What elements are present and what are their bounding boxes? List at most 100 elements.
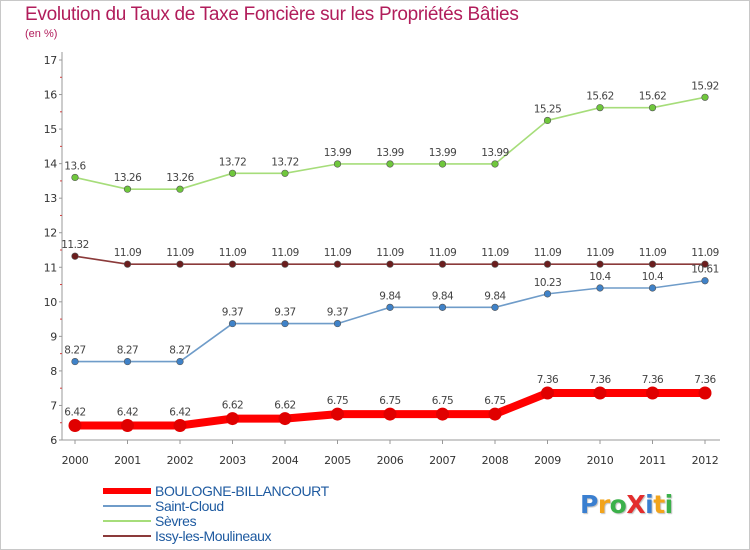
legend-swatch-boulogne [103, 488, 151, 494]
data-point [491, 260, 499, 268]
legend-swatch-saint-cloud [103, 505, 151, 507]
logo-letter: o [609, 490, 627, 519]
data-point [648, 104, 657, 112]
y-tick-label: 8 [50, 365, 57, 378]
data-label: 11.09 [481, 247, 509, 259]
data-point [226, 412, 239, 426]
y-tick-label: 12 [44, 227, 57, 240]
y-tick-label: 11 [44, 261, 57, 274]
data-point [491, 160, 499, 168]
data-label: 10.4 [642, 271, 664, 283]
data-point [386, 160, 394, 168]
data-point [593, 386, 607, 400]
data-label: 11.09 [376, 247, 404, 259]
data-point [71, 173, 79, 182]
data-point [123, 185, 132, 193]
data-point [438, 160, 447, 168]
x-tick-label: 2004 [272, 454, 299, 467]
data-label: 13.99 [481, 147, 509, 159]
data-label: 11.09 [639, 247, 667, 259]
data-point [176, 260, 184, 268]
data-label: 11.09 [691, 247, 719, 259]
proxiti-logo: ProXiti [580, 490, 673, 519]
data-point [543, 116, 552, 125]
legend-label-boulogne: BOULOGNE-BILLANCOURT [155, 483, 329, 499]
x-tick-label: 2000 [62, 454, 89, 467]
data-label: 13.99 [324, 147, 352, 159]
data-point [698, 386, 712, 400]
data-point [701, 93, 709, 101]
data-label: 8.27 [117, 345, 138, 357]
data-point [228, 319, 237, 328]
data-point [281, 260, 289, 268]
y-tick-label: 13 [44, 192, 58, 205]
data-label: 11.09 [534, 247, 562, 259]
y-tick-label: 17 [44, 54, 58, 67]
data-label: 6.75 [484, 395, 505, 407]
data-label: 13.72 [271, 156, 299, 168]
data-point [386, 260, 394, 268]
data-label: 13.6 [64, 160, 86, 172]
legend-label-issy: Issy-les-Moulineaux [155, 528, 272, 544]
data-label: 11.09 [271, 247, 299, 259]
x-tick-label: 2009 [534, 454, 561, 467]
data-label: 15.92 [691, 80, 719, 92]
x-tick-label: 2010 [587, 454, 614, 467]
data-point [648, 260, 657, 268]
data-point [438, 303, 447, 311]
x-tick-label: 2005 [324, 454, 351, 467]
data-point [438, 260, 447, 268]
data-point [596, 104, 604, 112]
chart-title: Evolution du Taux de Taxe Foncière sur l… [25, 4, 519, 25]
data-point [68, 418, 82, 432]
legend-label-sevres: Sèvres [155, 513, 197, 529]
data-label: 6.42 [117, 406, 138, 418]
data-point [383, 407, 397, 421]
data-point [228, 260, 237, 268]
y-tick-label: 16 [44, 89, 58, 102]
legend-swatch-issy [103, 535, 151, 537]
data-point [123, 260, 132, 268]
data-label: 13.26 [114, 172, 142, 184]
x-tick-label: 2008 [482, 454, 509, 467]
data-label: 11.09 [324, 247, 352, 259]
data-label: 6.75 [327, 395, 348, 407]
data-label: 10.23 [534, 277, 562, 289]
logo-letter: t [653, 490, 665, 519]
logo-letter: i [645, 490, 654, 519]
logo-letter: i [664, 490, 674, 519]
x-tick-label: 2012 [692, 454, 719, 467]
data-label: 7.36 [537, 374, 559, 386]
data-point [386, 303, 394, 311]
data-label: 8.27 [64, 345, 85, 357]
data-labels: 8.27 8.27 8.27 9.37 9.37 9.37 9.84 9.84 9.84 10.2… [61, 80, 719, 418]
data-point [333, 160, 342, 168]
data-label: 6.42 [64, 406, 85, 418]
data-label: 7.36 [589, 374, 611, 386]
data-point [281, 319, 289, 328]
data-point [596, 260, 604, 268]
x-tick-label: 2002 [167, 454, 194, 467]
y-tick-label: 6 [50, 434, 57, 447]
data-point [123, 357, 132, 366]
data-point [646, 386, 659, 400]
data-point [701, 260, 709, 268]
unit-label: (en %) [25, 28, 58, 40]
data-label: 9.37 [274, 307, 295, 319]
data-point [278, 412, 292, 426]
data-label: 11.32 [61, 239, 89, 251]
data-point [543, 290, 552, 298]
data-label: 6.75 [379, 395, 400, 407]
y-tick-label: 9 [50, 330, 57, 343]
data-label: 7.36 [642, 374, 664, 386]
data-point [228, 169, 237, 177]
data-point [333, 260, 342, 268]
logo-letter: r [597, 490, 610, 519]
data-point [333, 319, 342, 328]
x-tick-label: 2001 [114, 454, 141, 467]
data-point [596, 284, 604, 292]
x-tick-label: 2003 [219, 454, 246, 467]
data-label: 6.62 [274, 400, 295, 412]
data-label: 8.27 [169, 345, 190, 357]
